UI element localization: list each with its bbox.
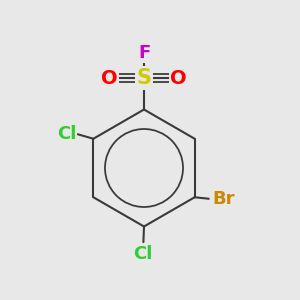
Text: S: S <box>136 68 152 88</box>
Text: Cl: Cl <box>57 125 76 143</box>
Text: O: O <box>101 68 118 88</box>
Text: Cl: Cl <box>133 245 152 263</box>
Text: O: O <box>170 68 187 88</box>
Text: Br: Br <box>212 190 234 208</box>
Text: F: F <box>138 44 150 62</box>
